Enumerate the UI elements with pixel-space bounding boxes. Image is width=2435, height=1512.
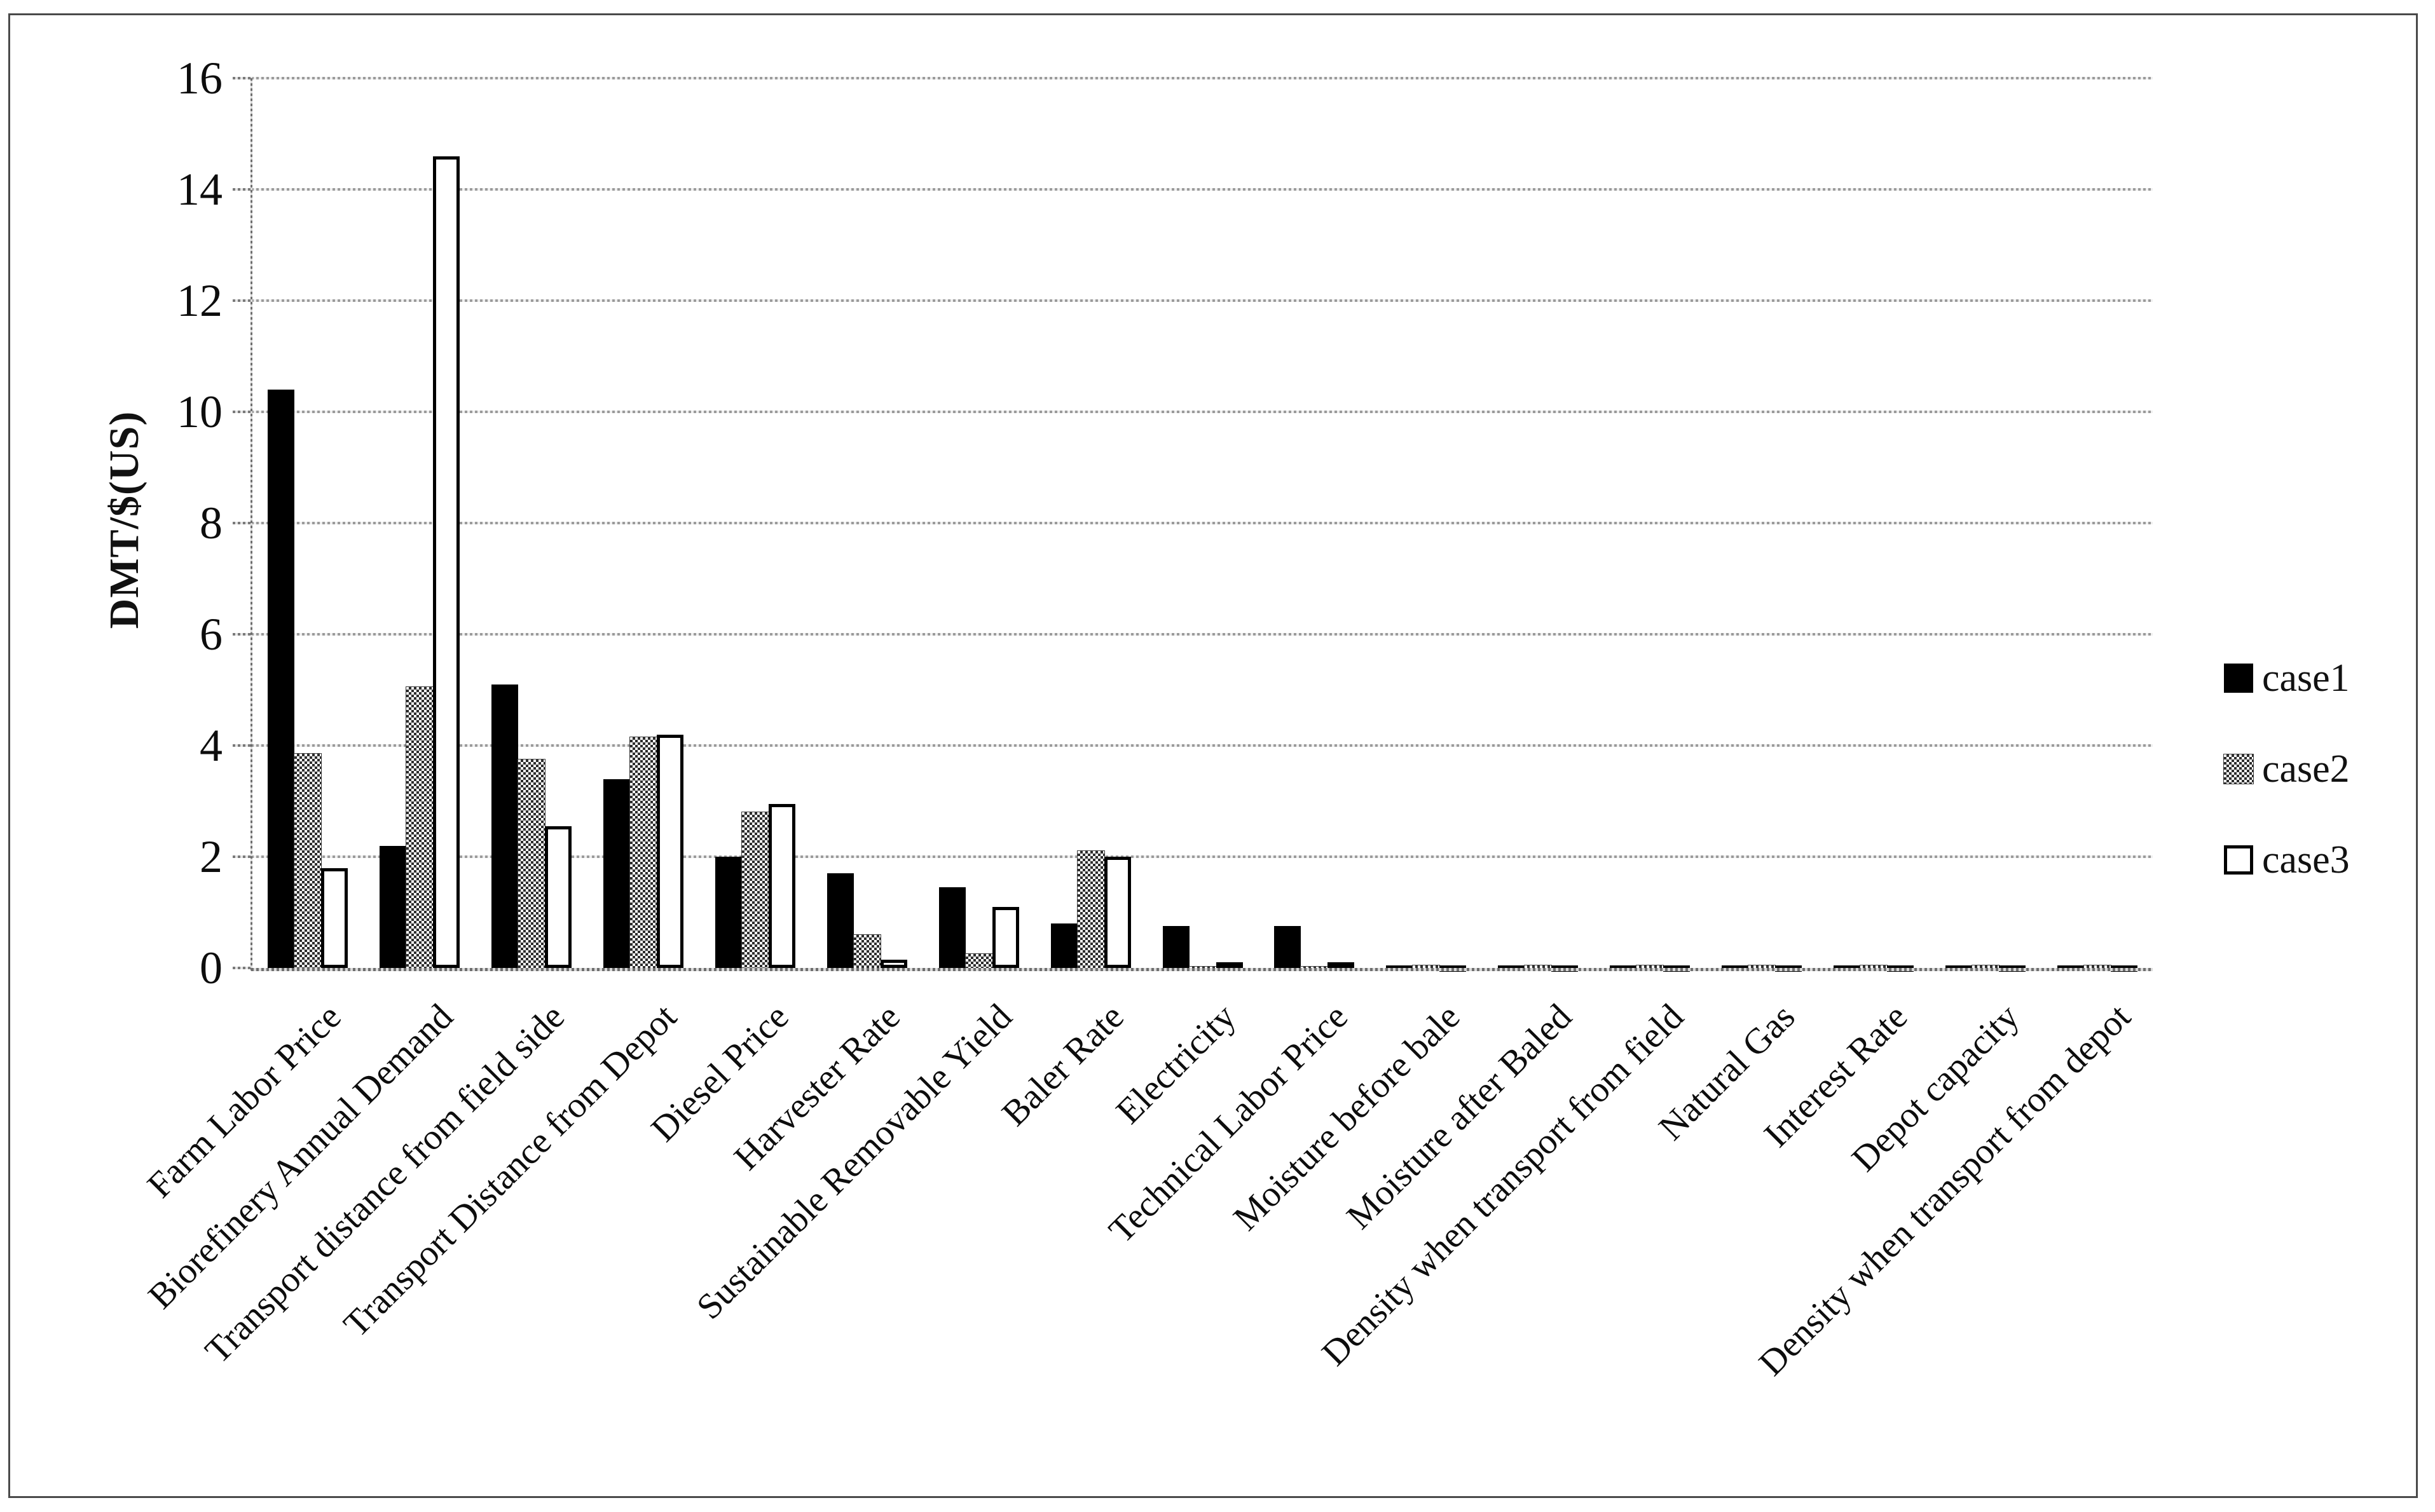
bar-case3-1 <box>321 868 348 968</box>
bar-case2-15 <box>1860 964 1888 969</box>
y-axis-line <box>250 77 252 971</box>
y-tick-label-14: 14 <box>177 164 223 215</box>
legend-item-case1: case1 <box>2224 658 2350 698</box>
figure-border <box>8 13 2418 1498</box>
bar-case3-7 <box>992 906 1019 968</box>
bar-case2-5 <box>741 812 769 969</box>
bar-case3-9 <box>1216 962 1243 969</box>
y-tick-mark-10 <box>233 411 250 413</box>
bar-case2-9 <box>1189 966 1217 969</box>
y-tick-label-4: 4 <box>200 720 223 771</box>
gridline-y-6 <box>251 633 2153 636</box>
y-tick-label-8: 8 <box>200 498 223 548</box>
legend-swatch-case1-solid-black-icon <box>2224 664 2253 693</box>
bar-case2-13 <box>1636 964 1664 969</box>
bar-case2-2 <box>406 686 434 969</box>
gridline-y-12 <box>251 299 2153 302</box>
legend-swatch-case2-halftone-icon <box>2223 754 2254 784</box>
x-axis-line <box>251 968 2153 971</box>
legend-label-case1: case1 <box>2262 657 2350 700</box>
bar-case1-3 <box>491 684 518 968</box>
gridline-y-16 <box>251 77 2153 79</box>
bar-case2-3 <box>518 758 545 969</box>
bar-case1-14 <box>1722 965 1748 968</box>
y-tick-mark-8 <box>233 522 250 524</box>
y-tick-label-10: 10 <box>177 386 223 437</box>
bar-case1-6 <box>827 873 854 968</box>
gridline-y-4 <box>251 744 2153 747</box>
bar-case1-2 <box>380 845 406 968</box>
bar-case2-4 <box>629 736 657 969</box>
bar-case1-17 <box>2057 965 2084 968</box>
bar-case2-11 <box>1412 964 1440 969</box>
bar-case1-13 <box>1610 965 1636 968</box>
bar-case3-5 <box>769 803 795 968</box>
y-tick-label-12: 12 <box>177 275 223 326</box>
bar-case2-1 <box>294 753 322 969</box>
bar-case2-6 <box>853 934 881 969</box>
bar-case1-15 <box>1834 965 1860 968</box>
gridline-y-14 <box>251 188 2153 191</box>
bar-case1-4 <box>603 779 630 968</box>
bar-case2-10 <box>1300 966 1328 969</box>
y-tick-label-0: 0 <box>200 943 223 993</box>
bar-case1-10 <box>1274 926 1301 968</box>
y-tick-mark-12 <box>233 299 250 302</box>
y-tick-mark-4 <box>233 744 250 747</box>
bar-case3-6 <box>881 959 907 968</box>
bar-case1-16 <box>1945 965 1972 968</box>
bar-case2-14 <box>1748 964 1776 969</box>
y-tick-mark-14 <box>233 188 250 191</box>
bar-case3-4 <box>657 734 683 968</box>
bar-case1-11 <box>1386 965 1413 968</box>
legend-item-case2: case2 <box>2223 747 2350 791</box>
bar-case3-2 <box>433 156 460 968</box>
y-tick-label-16: 16 <box>177 53 223 104</box>
y-tick-mark-0 <box>233 967 250 969</box>
bar-case2-7 <box>965 953 993 969</box>
bar-case1-1 <box>268 390 294 968</box>
legend-label-case3: case3 <box>2262 838 2350 882</box>
y-tick-label-2: 2 <box>200 831 223 882</box>
bar-case1-7 <box>939 887 966 968</box>
bar-case1-8 <box>1051 923 1078 968</box>
y-tick-mark-2 <box>233 855 250 858</box>
bar-case1-5 <box>715 857 742 968</box>
bar-case1-12 <box>1498 965 1525 968</box>
y-tick-mark-16 <box>233 77 250 79</box>
gridline-y-2 <box>251 855 2153 858</box>
legend-swatch-case3-outlined-icon <box>2224 845 2253 875</box>
bar-case2-16 <box>1972 964 1999 969</box>
bar-case2-17 <box>2083 964 2111 969</box>
bar-case2-12 <box>1524 964 1552 969</box>
bar-case2-8 <box>1077 850 1105 969</box>
bar-case3-8 <box>1104 857 1131 968</box>
legend: case1 case2 case3 <box>2223 658 2350 931</box>
gridline-y-10 <box>251 411 2153 413</box>
bar-case3-3 <box>545 826 572 968</box>
y-tick-mark-6 <box>233 633 250 636</box>
legend-label-case2: case2 <box>2262 747 2350 791</box>
gridline-y-8 <box>251 522 2153 524</box>
bar-case3-10 <box>1327 962 1354 969</box>
y-tick-label-6: 6 <box>200 609 223 660</box>
bar-case1-9 <box>1163 926 1190 968</box>
legend-item-case3: case3 <box>2224 840 2350 880</box>
